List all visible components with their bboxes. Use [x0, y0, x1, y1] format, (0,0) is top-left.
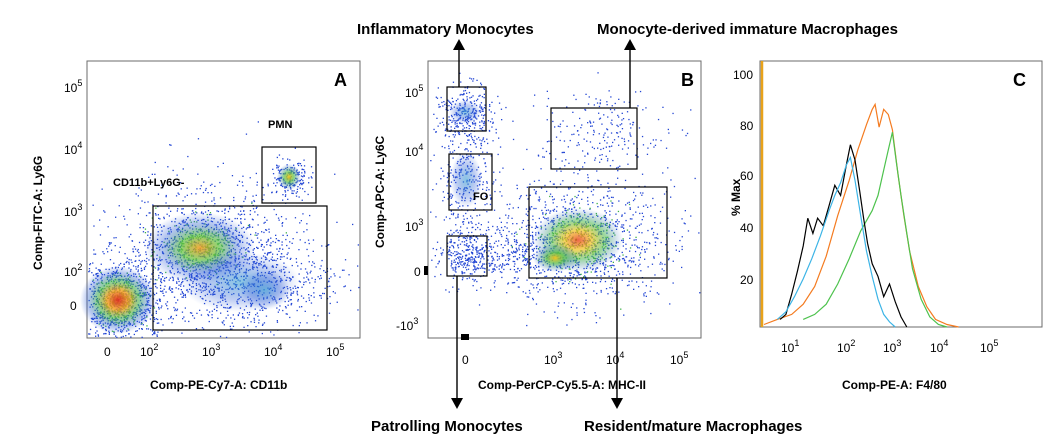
a-x-axis-title: Comp-PE-Cy7-A: CD11b [150, 378, 287, 392]
gate-label-fo: FO [473, 191, 489, 203]
panel-a: PMN CD11b+Ly6G- A 105 104 103 102 0 0 10… [31, 60, 361, 392]
panel-c-frame [759, 60, 1043, 328]
b-y-axis-title: Comp-APC-A: Ly6C [373, 135, 387, 248]
panel-c: C 100 80 60 40 20 101 102 103 104 105 Co… [729, 60, 1043, 392]
a-x-tick-1e3: 103 [202, 342, 220, 359]
annotation-patrolling-monocytes: Patrolling Monocytes [371, 418, 523, 435]
a-y-tick-1e2: 102 [64, 262, 82, 279]
a-x-tick-1e2: 102 [140, 342, 158, 359]
c-y-tick-80: 80 [740, 119, 754, 133]
panel-a-density [80, 121, 360, 339]
gate-patrolling [446, 235, 488, 277]
gate-label-pmn: PMN [268, 119, 293, 131]
b-x-tick-1e5: 105 [670, 350, 688, 367]
gate-cd11b-ly6g-neg [152, 205, 328, 331]
histogram-series-3 [776, 155, 896, 328]
b-y-tick-1e5: 105 [405, 83, 423, 100]
panel-letter-b: B [681, 70, 694, 90]
c-x-tick-1e4: 104 [930, 338, 948, 355]
b-x-tick-1e3: 103 [544, 350, 562, 367]
b-y-tick-neg1e3: -103 [396, 316, 418, 333]
gate-fo [448, 153, 493, 211]
b-arrows [451, 39, 636, 409]
histogram-series-0 [763, 102, 959, 328]
gate-pmn [261, 146, 317, 204]
b-x-tick-1e4: 104 [606, 350, 624, 367]
annotation-resident-macrophages: Resident/mature Macrophages [584, 418, 802, 435]
c-y-tick-40: 40 [740, 221, 754, 235]
b-axis-marks [424, 266, 469, 340]
c-x-tick-1e5: 105 [980, 338, 998, 355]
b-x-axis-title: Comp-PerCP-Cy5.5-A: MHC-II [478, 378, 646, 392]
c-y-tick-100: 100 [733, 68, 753, 82]
panel-letter-c: C [1013, 70, 1026, 90]
gate-label-cd11b-ly6g: CD11b+Ly6G- [113, 177, 185, 189]
a-y-tick-1e5: 105 [64, 78, 82, 95]
c-y-tick-20: 20 [740, 273, 754, 287]
b-y-tick-1e3: 103 [405, 217, 423, 234]
a-y-tick-1e3: 103 [64, 202, 82, 219]
b-y-tick-1e4: 104 [405, 142, 423, 159]
a-y-tick-0: 0 [70, 299, 77, 313]
a-x-tick-1e5: 105 [326, 342, 344, 359]
b-y-tick-0: 0 [414, 265, 421, 279]
c-x-tick-1e1: 101 [781, 338, 799, 355]
a-y-tick-1e4: 104 [64, 140, 82, 157]
panel-b-density [430, 72, 701, 327]
b-x-tick-0: 0 [462, 353, 469, 367]
c-y-tick-60: 60 [740, 169, 754, 183]
gate-resident-macrophages [528, 186, 668, 279]
histogram-lines [763, 102, 959, 328]
panel-b-frame [427, 60, 702, 339]
panel-b: FO B 105 104 103 0 -103 0 103 104 105 Co… [357, 21, 898, 435]
a-x-tick-1e4: 104 [264, 342, 282, 359]
histogram-series-1 [802, 132, 948, 328]
a-y-axis-title: Comp-FITC-A: Ly6G [31, 156, 45, 270]
c-y-axis-title: % Max [729, 178, 743, 216]
a-x-tick-0: 0 [104, 345, 111, 359]
panel-a-frame [86, 60, 361, 339]
gate-immature-macrophages [550, 107, 638, 170]
annotation-inflammatory-monocytes: Inflammatory Monocytes [357, 21, 534, 38]
c-x-tick-1e3: 103 [883, 338, 901, 355]
c-x-axis-title: Comp-PE-A: F4/80 [842, 378, 947, 392]
gate-inflammatory [446, 86, 487, 132]
annotation-immature-macrophages: Monocyte-derived immature Macrophages [597, 21, 898, 38]
panel-letter-a: A [334, 70, 347, 90]
c-x-tick-1e2: 102 [837, 338, 855, 355]
